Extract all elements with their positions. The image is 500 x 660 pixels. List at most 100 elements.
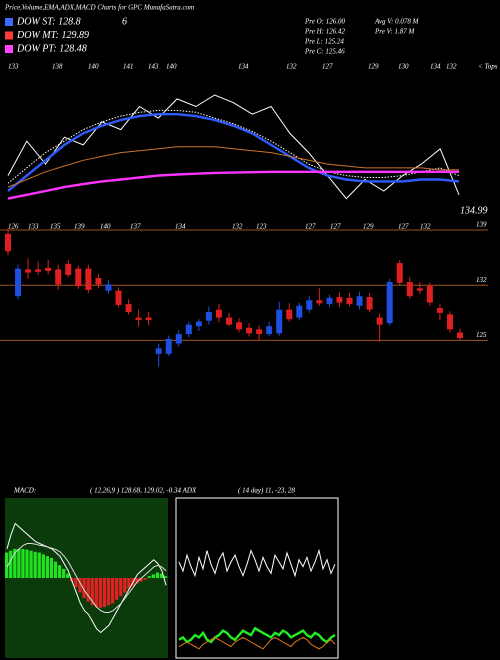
top-label: 134 (430, 63, 441, 71)
candle-body (306, 300, 313, 310)
histogram-bar (135, 578, 139, 584)
histogram-bar (106, 578, 111, 606)
legend-swatch (5, 45, 13, 53)
candle-body (336, 297, 343, 303)
histogram-bar (37, 552, 41, 578)
histogram-bar (29, 550, 33, 578)
series-line (7, 113, 460, 192)
series-line (178, 626, 336, 644)
candle-body (195, 321, 202, 327)
top-label: 137 (130, 223, 141, 231)
candle-body (356, 296, 363, 306)
top-label: 139 (74, 223, 85, 231)
legend-label: DOW ST: 128.8 (16, 16, 81, 27)
series-line (7, 94, 460, 200)
histogram-bar (147, 576, 151, 578)
candle-body (436, 308, 443, 313)
candle-body (376, 317, 383, 325)
histogram-bar (82, 578, 86, 598)
histogram-bar (155, 572, 160, 578)
candle-body (95, 278, 102, 285)
legend-swatch (5, 18, 13, 26)
histogram-bar (94, 578, 98, 608)
stat: Pre O: 126.00 (304, 18, 345, 26)
last-label: 134.99 (460, 205, 488, 216)
macd-line (6, 522, 167, 634)
candle-body (296, 305, 303, 318)
top-label: 127 (305, 223, 316, 231)
histogram-bar (115, 578, 119, 600)
stat: Pre L: 125.24 (304, 38, 344, 46)
histogram-bar (110, 578, 115, 604)
candle-body (246, 327, 253, 334)
candle-body (236, 322, 243, 330)
macd-line (6, 543, 167, 613)
histogram-bar (151, 574, 155, 578)
top-label: 132 (446, 63, 457, 71)
top-label: 127 (398, 223, 409, 231)
histogram-bar (123, 578, 127, 593)
histogram-bar (21, 548, 25, 578)
candle-body (105, 284, 112, 291)
top-label: 133 (8, 63, 19, 71)
histogram-bar (17, 548, 21, 578)
candle-body (65, 263, 72, 275)
y-tick-label: 125 (476, 331, 487, 339)
top-label: 141 (123, 63, 134, 71)
candle-body (55, 269, 62, 285)
candle-body (446, 314, 453, 330)
candle-body (5, 233, 11, 252)
histogram-bar (119, 578, 123, 597)
histogram-bar (98, 578, 102, 608)
candle-body (256, 329, 263, 335)
candle-body (426, 285, 433, 303)
top-label: 130 (398, 63, 409, 71)
top-label: 140 (166, 63, 177, 71)
top-label: 133 (28, 223, 39, 231)
top-label: 138 (52, 63, 63, 71)
top-label: 135 (50, 223, 61, 231)
macd-values: ( 12,26,9 ) 128.68, 129.02, -0.34 ADX (90, 487, 197, 495)
histogram-bar (62, 568, 66, 578)
top-label: 129 (363, 223, 374, 231)
y-tick-label: 139 (476, 221, 487, 229)
candle-body (125, 304, 132, 313)
candle-body (15, 268, 22, 297)
candle-body (25, 269, 32, 273)
candle-body (396, 263, 403, 283)
candle-body (416, 288, 423, 291)
y-tick-label: 132 (476, 276, 487, 284)
top-label: 134 (175, 223, 186, 231)
histogram-bar (9, 550, 13, 578)
page-title: Price,Volume,EMA,ADX,MACD Charts for GPC… (4, 4, 194, 12)
top-label: 140 (88, 63, 99, 71)
candle-body (75, 268, 82, 286)
histogram-bar (86, 578, 90, 602)
histogram-bar (25, 549, 29, 578)
histogram-bar (78, 578, 82, 593)
candle-body (165, 338, 172, 354)
histogram-bar (143, 578, 147, 580)
legend-note: 6 (122, 16, 127, 27)
top-label: 123 (256, 223, 267, 231)
candle-body (326, 297, 333, 305)
histogram-bar (102, 578, 107, 608)
top-label: 132 (286, 63, 297, 71)
candle-body (115, 290, 122, 305)
top-label: 140 (100, 223, 111, 231)
histogram-bar (53, 561, 58, 578)
stat: Pre H: 126.42 (304, 28, 345, 36)
tops-label: < Tops (478, 63, 498, 71)
top-label: 126 (8, 223, 19, 231)
histogram-bar (66, 573, 70, 578)
candle-body (185, 324, 192, 335)
series-line (178, 548, 336, 578)
top-label: 143 (148, 63, 159, 71)
candle-body (135, 317, 142, 320)
candle-body (286, 309, 293, 320)
candle-body (266, 326, 273, 335)
candle-body (276, 309, 283, 334)
histogram-bar (163, 576, 168, 578)
candle-body (215, 309, 222, 318)
